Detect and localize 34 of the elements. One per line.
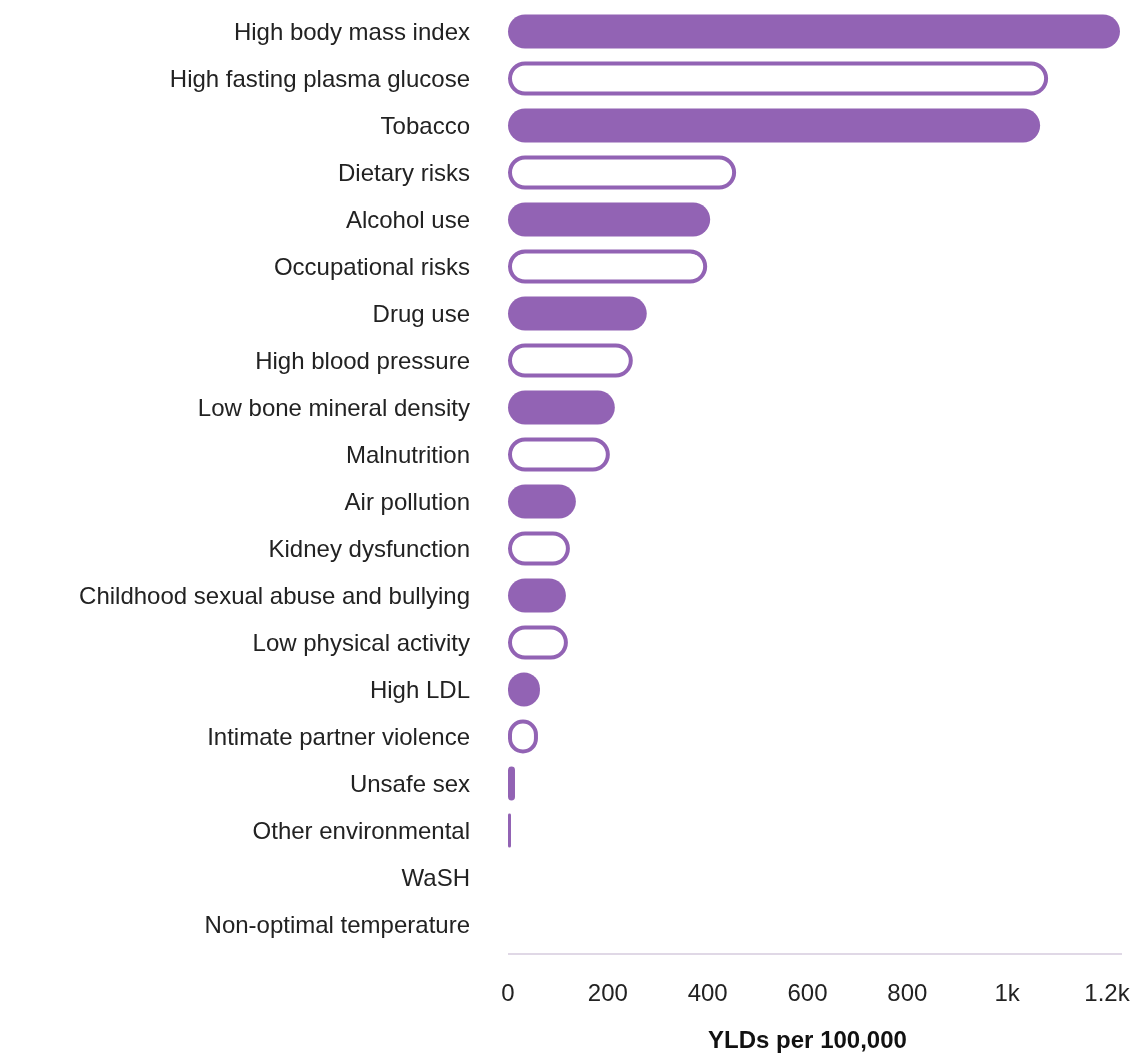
y-tick-label: Unsafe sex: [349, 769, 470, 797]
y-tick-label: Air pollution: [344, 487, 470, 515]
y-tick-label: Childhood sexual abuse and bullying: [79, 581, 470, 609]
y-tick-label: High LDL: [369, 675, 470, 703]
x-tick-label: 1k: [994, 979, 1021, 1006]
y-tick-label: High fasting plasma glucose: [169, 64, 470, 92]
y-tick-label: Kidney dysfunction: [268, 534, 470, 562]
y-tick-label: Malnutrition: [345, 440, 470, 468]
y-tick-label: Non-optimal temperature: [204, 910, 470, 938]
y-tick-label: Occupational risks: [273, 252, 470, 280]
bar: [508, 296, 647, 331]
y-tick-label: Drug use: [372, 299, 470, 327]
y-tick-label: Dietary risks: [337, 158, 470, 186]
y-tick-label: Low bone mineral density: [197, 393, 470, 421]
x-tick-label: 0: [501, 979, 515, 1006]
bar: [508, 390, 615, 425]
x-axis-title: YLDs per 100,000: [708, 1026, 907, 1053]
bar: [508, 766, 515, 801]
x-tick-label: 1.2k: [1084, 979, 1131, 1006]
x-tick-label: 600: [787, 979, 828, 1006]
y-tick-label: Intimate partner violence: [207, 722, 470, 750]
y-tick-label: Alcohol use: [345, 205, 470, 233]
x-tick-label: 800: [887, 979, 928, 1006]
y-tick-label: High blood pressure: [255, 346, 470, 374]
x-tick-label: 400: [687, 979, 728, 1006]
y-tick-label: WaSH: [401, 863, 470, 891]
bar: [508, 108, 1041, 143]
y-tick-label: Tobacco: [380, 111, 470, 139]
y-tick-label: Other environmental: [252, 816, 470, 844]
bar: [508, 202, 711, 237]
x-tick-label: 200: [587, 979, 628, 1006]
y-tick-label: Low physical activity: [252, 628, 470, 656]
y-tick-label: High body mass index: [233, 17, 470, 45]
bar: [508, 14, 1120, 49]
